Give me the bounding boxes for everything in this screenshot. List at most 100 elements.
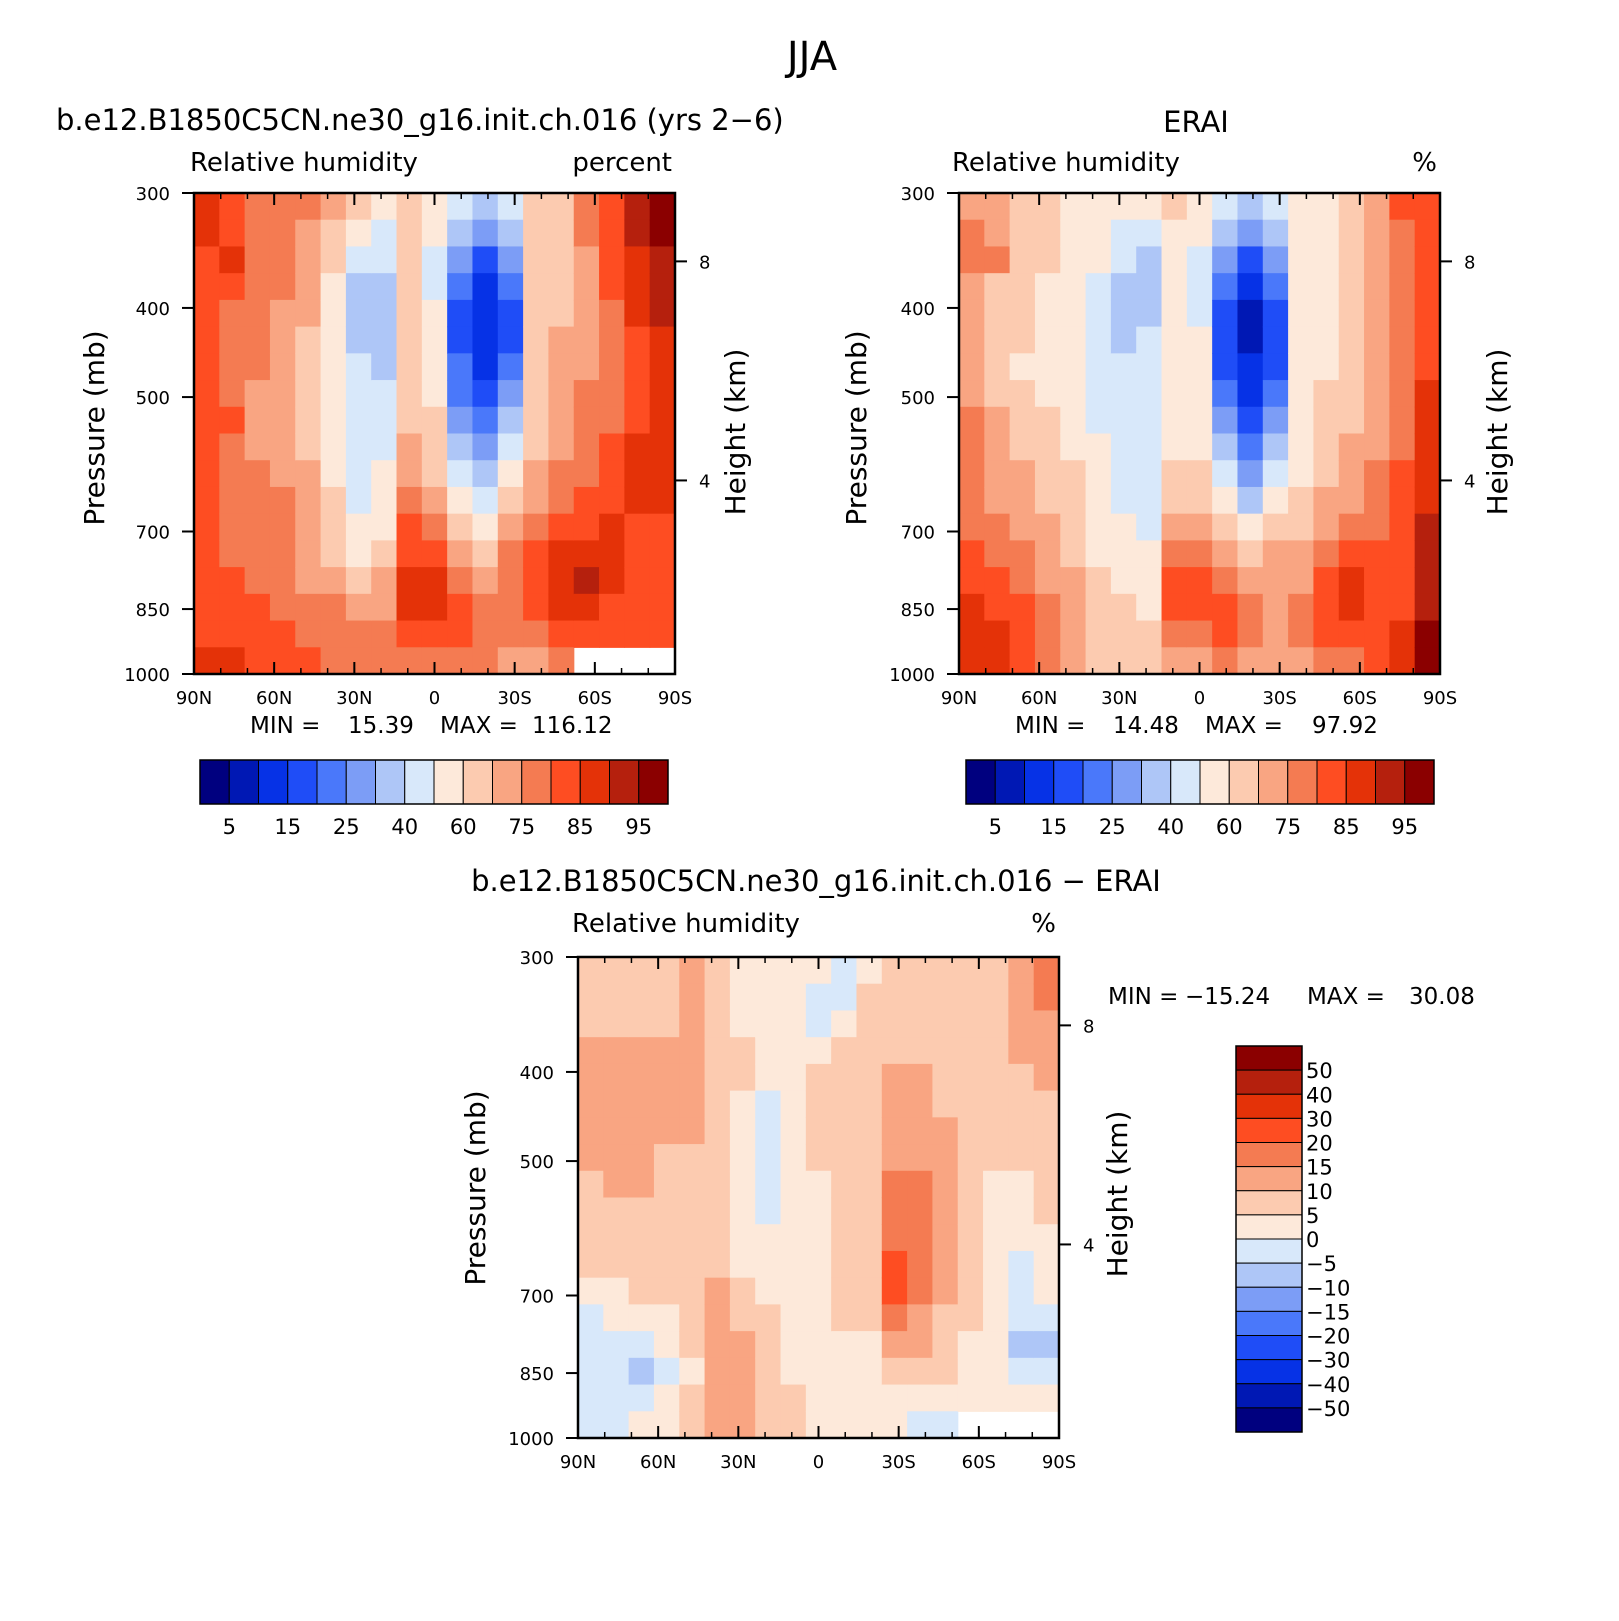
heatmap-cell — [599, 273, 625, 301]
colorbar-swatch — [375, 759, 406, 805]
panel-diff-left-label: Relative humidity — [572, 909, 800, 939]
heatmap-cell — [649, 380, 676, 408]
heatmap-cell — [1161, 246, 1188, 274]
heatmap-cell — [421, 246, 448, 274]
colorbar-swatch — [1082, 759, 1113, 805]
heatmap-cell — [1009, 593, 1036, 622]
panel-obs-right-label: % — [1412, 148, 1437, 178]
heatmap-cell — [679, 1304, 706, 1332]
heatmap-cell — [1364, 246, 1390, 274]
heatmap-cell — [780, 1411, 807, 1439]
heatmap-cell — [1364, 593, 1390, 622]
heatmap-cell — [194, 620, 220, 648]
heatmap-cell — [1161, 193, 1188, 221]
heatmap-cell — [320, 593, 347, 622]
heatmap-cell — [679, 1090, 706, 1118]
colorbar-tick-label: −20 — [1306, 1325, 1350, 1349]
heatmap-cell — [755, 1010, 782, 1038]
heatmap-cell — [523, 647, 550, 675]
heatmap-cell — [1033, 1117, 1060, 1145]
colorbar-swatch — [433, 759, 464, 805]
heatmap-cell — [345, 246, 372, 274]
heatmap-cell — [1414, 193, 1441, 221]
heatmap-cell — [755, 1117, 782, 1145]
heatmap-cell — [649, 567, 676, 595]
heatmap-cell — [578, 1063, 604, 1092]
heatmap-cell — [1110, 620, 1137, 648]
heatmap-cell — [603, 1250, 630, 1279]
heatmap-cell — [599, 460, 625, 488]
heatmap-cell — [1364, 433, 1390, 461]
heatmap-cell — [856, 1170, 883, 1199]
heatmap-cell — [1237, 593, 1264, 622]
heatmap-cell — [578, 1384, 604, 1412]
colorbar-tick-label: 15 — [1040, 815, 1067, 839]
heatmap-cell — [244, 219, 271, 248]
x-tick-label: 90S — [658, 688, 692, 709]
heatmap-cell — [603, 1411, 630, 1439]
heatmap-cell — [194, 593, 220, 622]
heatmap-cell — [624, 460, 651, 488]
y-tick-label: 300 — [901, 184, 935, 205]
heatmap-cell — [194, 299, 220, 328]
heatmap-cell — [932, 1144, 959, 1172]
colorbar-tick-label: 30 — [1306, 1107, 1333, 1131]
heatmap-cell — [780, 1037, 807, 1065]
heatmap-cell — [983, 957, 1009, 985]
heatmap-cell — [907, 1411, 934, 1439]
heatmap-cell — [932, 957, 959, 985]
heatmap-cell — [548, 219, 575, 248]
heatmap-cell — [1313, 620, 1340, 648]
heatmap-cell — [523, 219, 550, 248]
heatmap-cell — [881, 1144, 908, 1172]
heatmap-cell — [269, 246, 296, 274]
height-tick-label: 8 — [699, 252, 710, 273]
heatmap-cell — [649, 540, 676, 568]
heatmap-cell — [856, 1331, 883, 1359]
heatmap-cell — [295, 219, 322, 248]
heatmap-cell — [219, 353, 246, 381]
heatmap-cell — [472, 567, 499, 595]
heatmap-cell — [649, 273, 676, 301]
heatmap-cell — [573, 540, 600, 568]
heatmap-cell — [1060, 567, 1087, 595]
heatmap-cell — [959, 567, 985, 595]
heatmap-cell — [856, 1304, 883, 1332]
heatmap-cell — [959, 513, 985, 541]
heatmap-cell — [1009, 406, 1036, 435]
y-tick-label: 300 — [136, 184, 170, 205]
heatmap-cell — [957, 1063, 984, 1092]
heatmap-cell — [907, 1010, 934, 1038]
heatmap-cell — [244, 567, 271, 595]
heatmap-cell — [497, 460, 524, 488]
heatmap-cell — [1212, 593, 1239, 622]
heatmap-cell — [447, 486, 474, 515]
heatmap-cell — [194, 647, 220, 675]
heatmap-cell — [704, 983, 731, 1012]
heatmap-cell — [1034, 380, 1061, 408]
heatmap-cell — [1338, 326, 1365, 354]
heatmap-cell — [831, 1170, 858, 1199]
heatmap-cell — [1414, 513, 1441, 541]
colorbar-tick-label: 75 — [1274, 815, 1301, 839]
colorbar-swatch — [1053, 759, 1084, 805]
heatmap-cell — [1136, 486, 1163, 515]
heatmap-cell — [599, 593, 625, 622]
heatmap-cell — [983, 1170, 1009, 1199]
heatmap-cell — [244, 299, 271, 328]
heatmap-cell — [624, 299, 651, 328]
heatmap-cell — [1034, 513, 1061, 541]
heatmap-cell — [269, 299, 296, 328]
heatmap-cell — [295, 620, 322, 648]
heatmap-cell — [729, 1304, 756, 1332]
heatmap-cell — [856, 1277, 883, 1305]
heatmap-cell — [320, 246, 347, 274]
heatmap-cell — [805, 1224, 832, 1252]
heatmap-cell — [1212, 540, 1239, 568]
heatmap-cell — [959, 593, 985, 622]
heatmap-cell — [295, 513, 322, 541]
x-tick-label: 30S — [881, 1452, 915, 1473]
heatmap-cell — [396, 620, 423, 648]
heatmap-cell — [1212, 273, 1239, 301]
heatmap-cell — [984, 433, 1011, 461]
